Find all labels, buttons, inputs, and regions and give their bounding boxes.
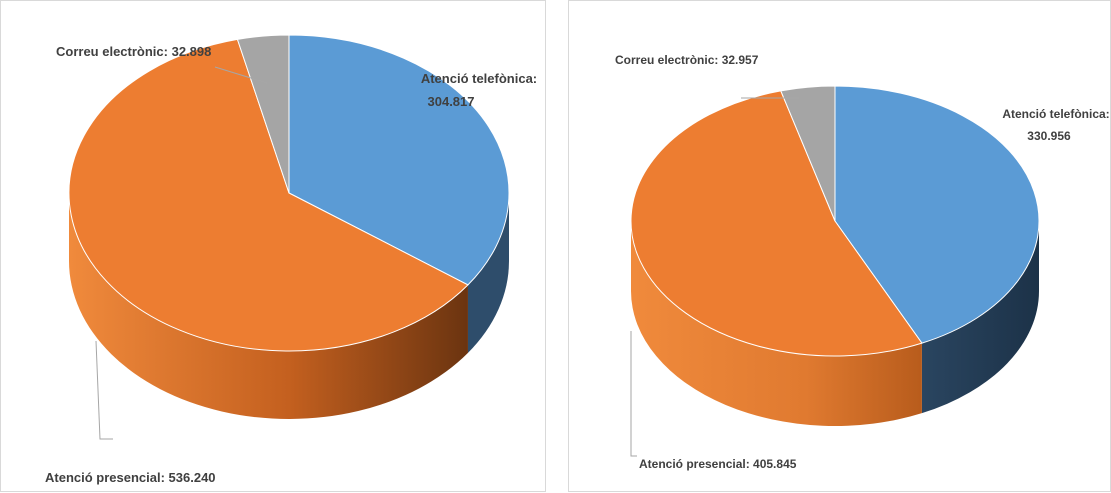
pie-sides-left xyxy=(69,193,509,419)
label-phone-left: Atenció telefònica: xyxy=(421,71,537,86)
pie-slice-inperson-right xyxy=(630,90,923,357)
pie-tops-right xyxy=(630,85,1040,357)
pie-sides-right xyxy=(631,221,1039,426)
pie-slice-email-right xyxy=(780,85,836,222)
label-inperson-left: Atenció presencial: 536.240 xyxy=(45,470,216,485)
label-phone-right: Atenció telefònica: xyxy=(1002,107,1109,121)
label-phone-value-right: 330.956 xyxy=(1027,129,1071,143)
panel-gap xyxy=(546,0,568,492)
pie-slice-inperson-left xyxy=(68,38,469,352)
leaders-right xyxy=(630,97,799,457)
pie-tops-left xyxy=(68,34,510,352)
label-inperson-right: Atenció presencial: 405.845 xyxy=(639,457,797,471)
pie-side-phone-left xyxy=(467,193,509,353)
label-email-left: Correu electrònic: 32.898 xyxy=(56,44,211,59)
leaders-left xyxy=(95,66,268,440)
pie-chart-right: Correu electrònic: 32.957 Atenció telefò… xyxy=(615,53,1110,471)
pie-slice-phone-left xyxy=(288,34,510,286)
leader-inperson-left xyxy=(95,340,113,440)
pie-side-inperson-right xyxy=(631,221,922,426)
leader-inperson-right xyxy=(630,331,637,457)
label-email-right: Correu electrònic: 32.957 xyxy=(615,53,759,67)
chart-panel-right: Correu electrònic: 32.957 Atenció telefò… xyxy=(568,0,1111,492)
pie-chart-left: Correu electrònic: 32.898 Atenció telefò… xyxy=(45,34,537,485)
label-phone-value-left: 304.817 xyxy=(428,94,475,109)
pie-slice-phone-right xyxy=(834,85,1040,344)
pie-side-phone-right xyxy=(921,221,1039,414)
leader-email-left xyxy=(214,66,268,84)
chart-panel-left: Correu electrònic: 32.898 Atenció telefò… xyxy=(0,0,546,492)
pie-slice-email-left xyxy=(236,34,290,194)
pie-side-inperson-left xyxy=(69,193,468,419)
